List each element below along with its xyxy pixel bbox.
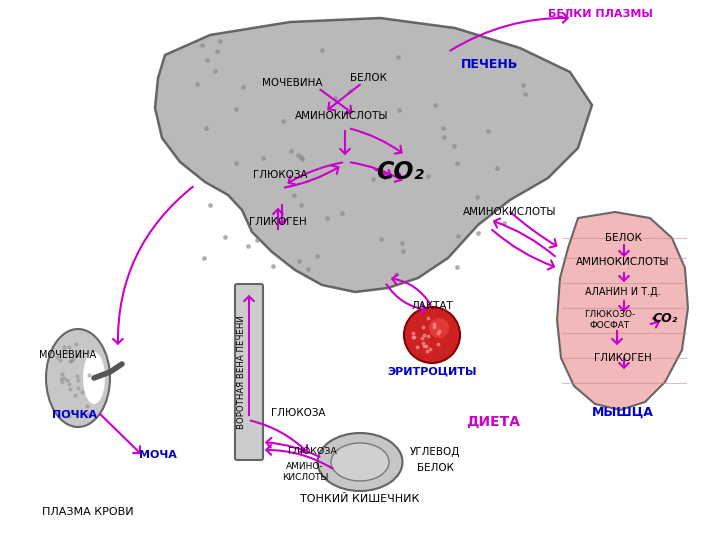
Text: ГЛЮКОЗА: ГЛЮКОЗА	[271, 408, 325, 418]
Text: ГЛИКОГЕН: ГЛИКОГЕН	[249, 217, 307, 227]
Text: УГЛЕВОД: УГЛЕВОД	[410, 447, 460, 457]
Text: ГЛЮКОЗО-
ФОСФАТ: ГЛЮКОЗО- ФОСФАТ	[585, 310, 636, 330]
Text: ГЛЮКОЗА: ГЛЮКОЗА	[253, 170, 307, 180]
Text: МОЧА: МОЧА	[139, 450, 177, 460]
Text: ГЛЮКОЗА: ГЛЮКОЗА	[287, 448, 337, 456]
Ellipse shape	[318, 433, 402, 491]
Text: АМИНО-
КИСЛОТЫ: АМИНО- КИСЛОТЫ	[282, 462, 328, 482]
Text: МЫШЦА: МЫШЦА	[592, 406, 654, 419]
Text: ЭРИТРОЦИТЫ: ЭРИТРОЦИТЫ	[387, 367, 477, 377]
Text: АМИНОКИСЛОТЫ: АМИНОКИСЛОТЫ	[463, 207, 557, 217]
Text: БЕЛКИ ПЛАЗМЫ: БЕЛКИ ПЛАЗМЫ	[548, 9, 652, 19]
Text: БЕЛОК: БЕЛОК	[605, 233, 642, 243]
Text: ТОНКИЙ КИШЕЧНИК: ТОНКИЙ КИШЕЧНИК	[300, 494, 420, 504]
Text: ГЛИКОГЕН: ГЛИКОГЕН	[594, 353, 652, 363]
Circle shape	[429, 318, 449, 338]
Text: БЕЛОК: БЕЛОК	[417, 463, 454, 473]
Text: МОЧЕВИНА: МОЧЕВИНА	[262, 78, 323, 88]
Circle shape	[404, 307, 460, 363]
Text: CO₂: CO₂	[376, 160, 424, 184]
Text: ПЕЧЕНЬ: ПЕЧЕНЬ	[462, 58, 518, 71]
Ellipse shape	[46, 329, 110, 427]
Text: АМИНОКИСЛОТЫ: АМИНОКИСЛОТЫ	[576, 257, 670, 267]
Text: ЛАКТАТ: ЛАКТАТ	[411, 301, 453, 311]
Ellipse shape	[83, 352, 105, 404]
Text: ПЛАЗМА КРОВИ: ПЛАЗМА КРОВИ	[42, 507, 134, 517]
Text: МОЧЕВИНА: МОЧЕВИНА	[40, 350, 96, 360]
Text: АЛАНИН И Т.Д.: АЛАНИН И Т.Д.	[585, 287, 661, 297]
FancyBboxPatch shape	[235, 284, 263, 460]
Ellipse shape	[331, 443, 389, 481]
Text: ПОЧКА: ПОЧКА	[53, 410, 98, 420]
Polygon shape	[155, 18, 592, 292]
Text: ДИЕТА: ДИЕТА	[466, 415, 520, 429]
Text: БЕЛОК: БЕЛОК	[350, 73, 387, 83]
Text: ВОРОТНАЯ ВЕНА ПЕЧЕНИ: ВОРОТНАЯ ВЕНА ПЕЧЕНИ	[236, 315, 246, 429]
Text: АМИНОКИСЛОТЫ: АМИНОКИСЛОТЫ	[295, 111, 389, 121]
Text: CO₂: CO₂	[652, 312, 678, 325]
Polygon shape	[557, 212, 688, 410]
